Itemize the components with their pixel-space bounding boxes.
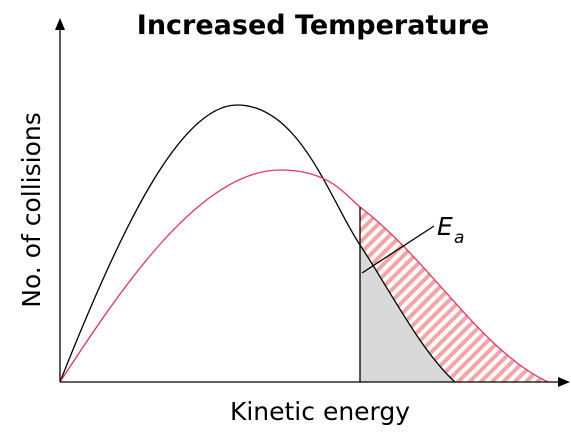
x-arrow [558,377,570,387]
lower-temp-curve [59,104,456,383]
gray-region [360,245,455,382]
ea-symbol: E [437,212,453,241]
ea-subscript: a [454,228,464,248]
hatched-region [360,207,548,382]
higher-temp-curve [59,169,549,383]
leader-line [361,225,435,274]
y-arrow [55,18,65,30]
title: Increased Temperature [137,10,489,41]
y-axis-label: No. of collisions [17,112,46,308]
x-axis-label: Kinetic energy [230,397,410,426]
